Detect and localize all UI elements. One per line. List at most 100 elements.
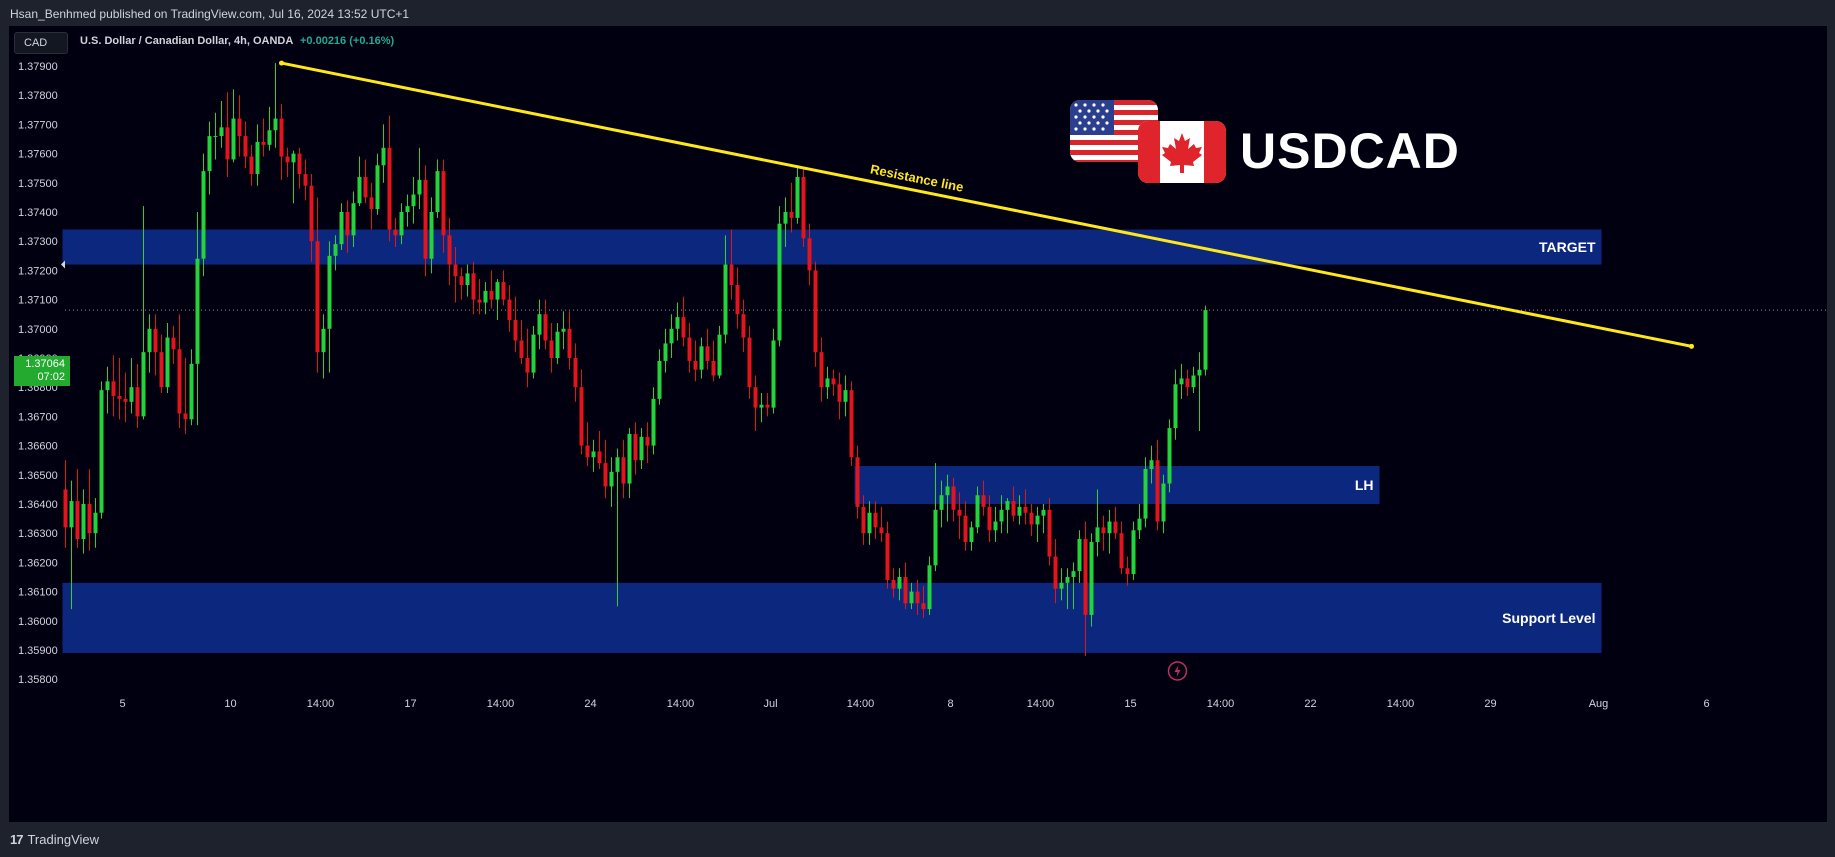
- candle: [1113, 521, 1118, 534]
- y-tick-label: 1.36600: [18, 441, 58, 453]
- x-tick-label: 14:00: [667, 698, 695, 710]
- x-tick-label: 29: [1484, 698, 1496, 710]
- candle: [711, 360, 716, 376]
- candle: [1191, 375, 1196, 388]
- candle: [279, 118, 284, 157]
- candle: [315, 241, 320, 353]
- candle: [699, 346, 704, 370]
- canada-flag-icon: [1138, 121, 1226, 183]
- candle: [741, 314, 746, 338]
- candle: [603, 463, 608, 487]
- candle: [525, 358, 530, 373]
- symbol-change: +0.00216 (+0.16%): [299, 35, 395, 47]
- y-tick-label: 1.37100: [18, 295, 58, 307]
- candle: [789, 212, 794, 218]
- candle: [213, 136, 218, 138]
- candle: [867, 512, 872, 534]
- candle: [171, 337, 176, 350]
- candlestick-chart[interactable]: TARGET LH Support Level 1.35800 1.35900 1.360…: [9, 26, 1827, 822]
- candle: [111, 381, 116, 396]
- tradingview-brand[interactable]: 17 TradingView: [10, 832, 99, 847]
- candle: [945, 486, 950, 496]
- y-tick-label: 1.37700: [18, 119, 58, 131]
- candle: [819, 352, 824, 388]
- candle: [705, 346, 710, 361]
- candle: [891, 579, 896, 589]
- candle: [339, 212, 344, 245]
- candle: [759, 404, 764, 408]
- candle: [543, 314, 548, 341]
- us-flag-icon: [1070, 100, 1158, 162]
- candle: [687, 337, 692, 361]
- candle: [225, 127, 230, 160]
- candle: [1095, 527, 1100, 542]
- candle: [651, 398, 656, 446]
- candle: [483, 290, 488, 303]
- candle: [1155, 460, 1160, 522]
- candle: [1017, 506, 1022, 516]
- candle: [1107, 521, 1112, 534]
- candle: [501, 282, 506, 300]
- candle: [861, 506, 866, 534]
- candle: [1131, 530, 1136, 575]
- candle: [333, 244, 338, 256]
- candle: [933, 509, 938, 566]
- last-price-badge: 1.37064 07:02: [14, 356, 70, 386]
- candle: [135, 387, 140, 417]
- candle: [729, 264, 734, 285]
- candle: [963, 515, 968, 542]
- candle: [879, 527, 884, 534]
- pair-title: USDCAD: [1240, 123, 1460, 179]
- price-scale-arrow-icon: [61, 260, 65, 269]
- candle: [321, 328, 326, 353]
- candle: [597, 451, 602, 464]
- candle: [513, 320, 518, 341]
- candle: [1101, 527, 1106, 534]
- candle: [555, 331, 560, 358]
- candle: [489, 290, 494, 300]
- candle: [423, 179, 428, 259]
- candle: [261, 141, 266, 145]
- y-tick-label: 1.35900: [18, 645, 58, 657]
- candle: [429, 212, 434, 259]
- candle: [573, 358, 578, 388]
- candle: [1035, 515, 1040, 525]
- bar-countdown: 07:02: [37, 371, 65, 383]
- y-tick-label: 1.37200: [18, 265, 58, 277]
- candle: [1149, 460, 1154, 469]
- candle: [969, 527, 974, 542]
- candle: [405, 206, 410, 212]
- candle: [357, 176, 362, 204]
- candle: [381, 147, 386, 166]
- candle: [675, 317, 680, 329]
- candle: [411, 194, 416, 207]
- candle: [885, 533, 890, 580]
- candle: [471, 273, 476, 300]
- y-tick-label: 1.37000: [18, 324, 58, 336]
- brand-label: TradingView: [27, 832, 100, 847]
- candle: [267, 130, 272, 145]
- currency-selector[interactable]: CAD: [14, 32, 68, 54]
- candle: [1185, 378, 1190, 388]
- candle: [531, 334, 536, 373]
- candle: [909, 591, 914, 604]
- candle: [81, 504, 86, 540]
- candle: [813, 270, 818, 353]
- candle: [915, 591, 920, 604]
- candle: [159, 352, 164, 388]
- candle: [447, 235, 452, 265]
- candle: [441, 171, 446, 236]
- candle: [669, 328, 674, 344]
- candle: [63, 489, 68, 528]
- candle: [765, 404, 770, 408]
- x-tick-label: 8: [947, 698, 953, 710]
- candle: [303, 174, 308, 186]
- candle: [1179, 378, 1184, 385]
- y-tick-label: 1.36300: [18, 528, 58, 540]
- candle: [873, 512, 878, 528]
- chart-panel[interactable]: TARGET LH Support Level 1.35800 1.35900 1.360…: [9, 26, 1827, 822]
- symbol-legend: U.S. Dollar / Canadian Dollar, 4h, OANDA…: [80, 35, 394, 47]
- candle: [1161, 483, 1166, 522]
- candle: [291, 153, 296, 163]
- candle: [591, 451, 596, 458]
